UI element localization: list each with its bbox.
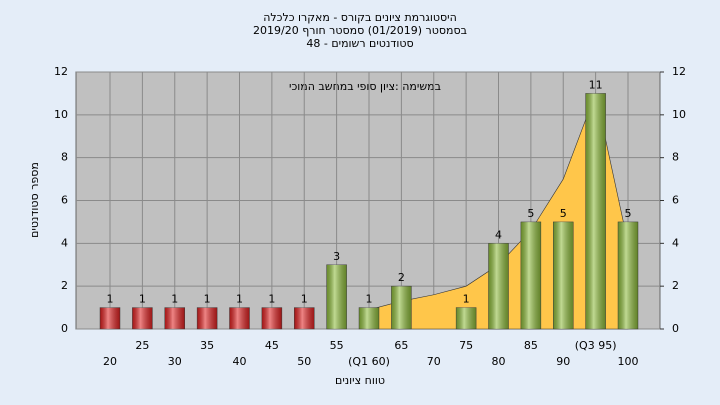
- x-tick-label: 90: [556, 355, 570, 368]
- bar-shine: [100, 307, 120, 329]
- x-tick-label: 65: [394, 339, 408, 352]
- bar-shine: [488, 243, 509, 329]
- annotation: במשימה :ציון סופי במחשב המוכי: [289, 80, 441, 93]
- bar-shine: [132, 307, 153, 329]
- value-label: 1: [236, 293, 243, 306]
- x-tick-label: 70: [427, 355, 441, 368]
- bar-shine: [391, 286, 412, 329]
- chart-subtitle: בסמסטר (01/2019) סמסטר חורף 2019/20: [253, 24, 467, 37]
- bar-shine: [520, 221, 541, 329]
- x-tick-label: 45: [265, 339, 279, 352]
- value-label: 1: [171, 293, 178, 306]
- value-label: 1: [301, 293, 308, 306]
- x-tick-label: 100: [618, 355, 639, 368]
- value-label: 1: [268, 293, 275, 306]
- bar-shine: [261, 307, 282, 329]
- y2-tick-label: 12: [672, 65, 686, 78]
- y2-tick-label: 2: [672, 279, 679, 292]
- y-tick-label: 8: [61, 151, 68, 164]
- y-tick-label: 6: [61, 194, 68, 207]
- x-tick-label: (Q3 95): [575, 339, 617, 352]
- bar-shine: [456, 307, 477, 329]
- bar-shine: [618, 221, 638, 329]
- value-label: 3: [333, 250, 340, 263]
- y2-tick-label: 0: [672, 322, 679, 335]
- x-tick-label: (Q1 60): [348, 355, 390, 368]
- bar-shine: [553, 221, 574, 329]
- y2-tick-label: 8: [672, 151, 679, 164]
- bar-shine: [359, 307, 379, 329]
- x-tick-label: 80: [492, 355, 506, 368]
- y2-tick-label: 4: [672, 236, 679, 249]
- x-tick-label: 55: [330, 339, 344, 352]
- y-tick-label: 0: [61, 322, 68, 335]
- value-label: 5: [560, 207, 567, 220]
- x-tick-label: 35: [200, 339, 214, 352]
- y-tick-label: 12: [54, 65, 68, 78]
- value-label: 1: [463, 293, 470, 306]
- y2-tick-label: 6: [672, 194, 679, 207]
- value-label: 5: [527, 207, 534, 220]
- y-tick-label: 2: [61, 279, 68, 292]
- chart-subtitle: סטודנטים רשומים - 48: [306, 37, 413, 50]
- x-tick-label: 30: [168, 355, 182, 368]
- x-tick-label: 85: [524, 339, 538, 352]
- value-label: 11: [589, 78, 603, 91]
- x-tick-label: 50: [297, 355, 311, 368]
- bar-shine: [294, 307, 315, 329]
- x-axis-label: טווח ציונים: [335, 374, 385, 387]
- chart-title: היסטוגרמת ציונים בקורס - מאקרו כלכלה: [263, 11, 457, 24]
- value-label: 4: [495, 228, 502, 241]
- y2-tick-label: 10: [672, 108, 686, 121]
- x-tick-label: 40: [233, 355, 247, 368]
- value-label: 1: [139, 293, 146, 306]
- y-axis-label: מספר סטודנטים: [28, 162, 41, 238]
- value-label: 1: [366, 293, 373, 306]
- bar-shine: [197, 307, 218, 329]
- x-tick-label: 25: [135, 339, 149, 352]
- x-tick-label: 20: [103, 355, 117, 368]
- y-tick-label: 4: [61, 236, 68, 249]
- bar-shine: [229, 307, 250, 329]
- y-tick-label: 10: [54, 108, 68, 121]
- value-label: 5: [625, 207, 632, 220]
- bar-shine: [164, 307, 185, 329]
- value-label: 1: [204, 293, 211, 306]
- value-label: 2: [398, 271, 405, 284]
- x-tick-label: 75: [459, 339, 473, 352]
- value-label: 1: [107, 293, 114, 306]
- bar-shine: [585, 93, 606, 330]
- bar-shine: [326, 264, 347, 329]
